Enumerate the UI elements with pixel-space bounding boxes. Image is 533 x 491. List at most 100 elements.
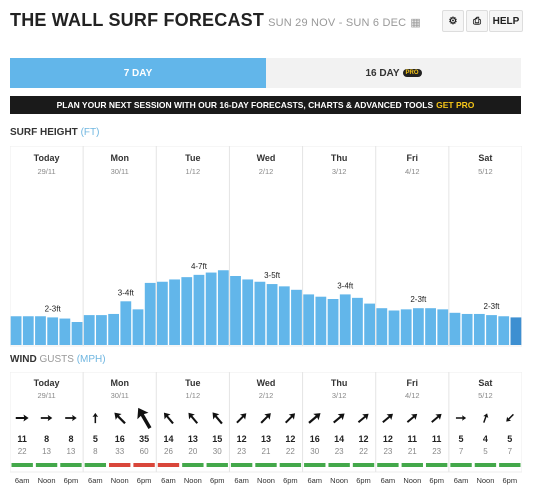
wind-heading: WIND GUSTS (MPH) (10, 354, 106, 365)
tab-7-day[interactable]: 7 DAY (10, 58, 266, 88)
surf-bar (339, 294, 351, 345)
arrow-shape (163, 412, 174, 425)
tab-16-day[interactable]: 16 DAY PRO (266, 58, 521, 88)
surf-bar (10, 316, 22, 345)
wind-rating (182, 463, 204, 467)
surf-bar (376, 308, 388, 345)
wind-rating (450, 463, 472, 467)
wind-gust: 20 (188, 447, 197, 456)
day-date: 3/12 (332, 167, 347, 176)
day-name: Sat (478, 378, 492, 388)
wind-gust: 22 (359, 447, 368, 456)
chart-frame (10, 146, 522, 347)
wind-speed: 12 (285, 434, 295, 444)
surf-bar (510, 317, 522, 345)
wind-rating (133, 463, 155, 467)
surf-bar (205, 272, 217, 345)
calendar-icon[interactable]: ▦ (410, 17, 421, 29)
wind-speed: 12 (237, 434, 247, 444)
arrow-shape (382, 413, 393, 424)
surf-bar (303, 294, 315, 345)
wind-rating (499, 463, 521, 467)
wind-subtitle: GUSTS (39, 354, 74, 365)
surf-label: 2-3ft (410, 295, 427, 304)
surf-bar (108, 313, 120, 345)
arrow-shape (506, 413, 514, 422)
wind-gust: 23 (335, 447, 344, 456)
get-pro-link[interactable]: GET PRO (436, 100, 475, 110)
arrow-shape (406, 413, 418, 423)
day-date: 5/12 (478, 167, 493, 176)
surf-bar (156, 281, 168, 345)
tab-label: 16 DAY (365, 67, 400, 79)
surf-label: 4-7ft (191, 262, 208, 271)
surf-bar (449, 312, 461, 345)
arrow-shape (15, 414, 29, 422)
time-label: Noon (257, 476, 275, 485)
wind-arrow (137, 407, 152, 430)
wind-arrow (15, 414, 29, 422)
day-date: 1/12 (186, 391, 201, 400)
wind-gust: 5 (483, 447, 488, 456)
day-name: Mon (110, 153, 129, 163)
time-label: Noon (111, 476, 129, 485)
surf-bar (169, 279, 180, 345)
day-name: Tue (185, 153, 200, 163)
wind-speed: 14 (163, 434, 173, 444)
time-label: 6am (15, 476, 30, 485)
day-name: Wed (257, 378, 276, 388)
wind-gust: 13 (42, 447, 51, 456)
arrow-shape (260, 413, 271, 424)
wind-gust: 8 (93, 447, 98, 456)
settings-button[interactable]: ⚙ (442, 10, 464, 32)
wind-arrow (40, 414, 53, 422)
time-label: 6pm (356, 476, 371, 485)
surf-bar (278, 286, 290, 345)
wind-arrow (188, 412, 199, 424)
day-name: Today (34, 153, 60, 163)
wind-speed: 8 (68, 434, 73, 444)
day-name: Fri (407, 378, 419, 388)
wind-rating (109, 463, 131, 467)
wind-arrow (506, 413, 514, 422)
day-name: Mon (110, 378, 129, 388)
time-label: 6am (454, 476, 469, 485)
wind-gust: 22 (286, 447, 295, 456)
surf-bar (364, 303, 376, 345)
wind-gust: 30 (213, 447, 222, 456)
banner-text: PLAN YOUR NEXT SESSION WITH OUR 16-DAY F… (56, 100, 434, 110)
surf-bar (412, 308, 424, 345)
wind-speed: 14 (334, 434, 344, 444)
wind-gust: 23 (432, 447, 441, 456)
arrow-shape (65, 414, 77, 422)
wind-arrow (65, 414, 77, 422)
time-label: Noon (184, 476, 202, 485)
print-button[interactable]: ⎙ (466, 10, 488, 32)
day-name: Today (34, 378, 60, 388)
surf-bar (254, 281, 266, 345)
surf-bar (35, 316, 46, 345)
wind-arrow (308, 413, 321, 424)
surf-bar (132, 309, 144, 345)
surf-bar (193, 274, 205, 345)
wind-arrow (212, 412, 223, 425)
day-date: 29/11 (37, 167, 55, 176)
wind-arrow (357, 413, 369, 424)
help-button[interactable]: HELP (489, 10, 523, 32)
wind-speed: 5 (93, 434, 98, 444)
wind-speed: 13 (261, 434, 271, 444)
time-label: 6am (88, 476, 103, 485)
surf-bar (461, 313, 473, 345)
arrow-shape (431, 413, 442, 423)
arrow-shape (92, 412, 99, 424)
time-label: Noon (403, 476, 421, 485)
wind-speed: 8 (44, 434, 49, 444)
surf-bar (230, 276, 241, 345)
surf-bar (425, 308, 436, 345)
day-date: 30/11 (111, 391, 129, 400)
day-name: Fri (407, 153, 419, 163)
time-label: 6am (381, 476, 396, 485)
surf-title: SURF HEIGHT (10, 127, 78, 138)
wind-rating (304, 463, 326, 467)
promo-banner[interactable]: PLAN YOUR NEXT SESSION WITH OUR 16-DAY F… (10, 96, 521, 114)
